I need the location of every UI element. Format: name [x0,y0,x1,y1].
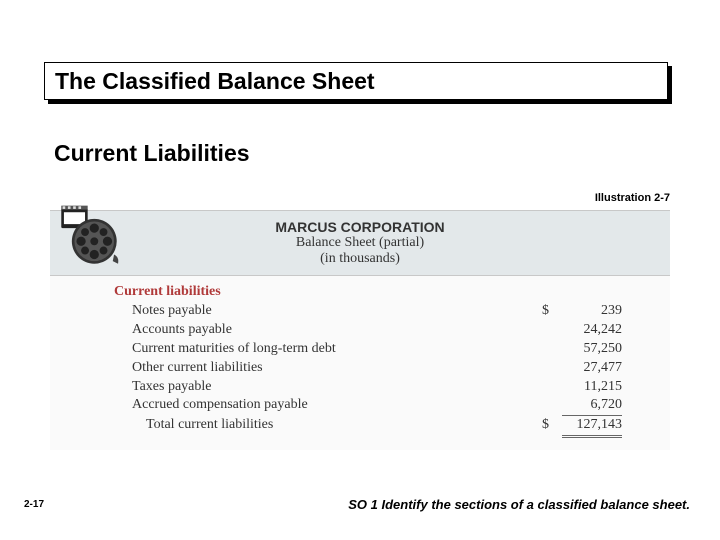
row-currency [542,378,562,397]
row-value: 57,250 [562,340,622,359]
table-row: Taxes payable 11,215 [132,378,622,397]
row-currency: $ [542,302,562,321]
row-label: Current maturities of long-term debt [132,340,542,359]
liabilities-table: Notes payable $ 239 Accounts payable 24,… [132,302,622,438]
row-label: Other current liabilities [132,359,542,378]
table-row: Notes payable $ 239 [132,302,622,321]
total-value: 127,143 [562,416,622,438]
row-value: 239 [562,302,622,321]
row-label: Taxes payable [132,378,542,397]
row-value: 24,242 [562,321,622,340]
illustration-label: Illustration 2-7 [595,192,670,204]
corp-name: MARCUS CORPORATION [275,219,444,235]
corp-line2: (in thousands) [320,251,400,267]
section-heading: Current liabilities [114,284,670,300]
film-reel-icon [56,203,122,269]
page-title: The Classified Balance Sheet [55,68,375,95]
title-bar: The Classified Balance Sheet [44,62,668,100]
corp-header: MARCUS CORPORATION Balance Sheet (partia… [50,210,670,276]
row-currency [542,396,562,416]
row-label: Accounts payable [132,321,542,340]
row-currency [542,321,562,340]
table-row: Current maturities of long-term debt 57,… [132,340,622,359]
total-currency: $ [542,416,562,438]
subtitle: Current Liabilities [54,140,250,167]
footer-objective: SO 1 Identify the sections of a classifi… [348,497,690,512]
row-value: 27,477 [562,359,622,378]
title-bar-container: The Classified Balance Sheet [44,62,668,100]
row-value: 11,215 [562,378,622,397]
table-row: Other current liabilities 27,477 [132,359,622,378]
table-row: Accrued compensation payable 6,720 [132,396,622,416]
row-currency [542,359,562,378]
page-number: 2-17 [24,499,44,510]
table-total-row: Total current liabilities $ 127,143 [132,416,622,438]
row-label: Accrued compensation payable [132,396,542,416]
row-label: Notes payable [132,302,542,321]
table-row: Accounts payable 24,242 [132,321,622,340]
row-currency [542,340,562,359]
corp-line1: Balance Sheet (partial) [296,235,424,251]
balance-sheet-illustration: MARCUS CORPORATION Balance Sheet (partia… [50,210,670,450]
row-value: 6,720 [562,396,622,416]
total-label: Total current liabilities [132,416,542,438]
